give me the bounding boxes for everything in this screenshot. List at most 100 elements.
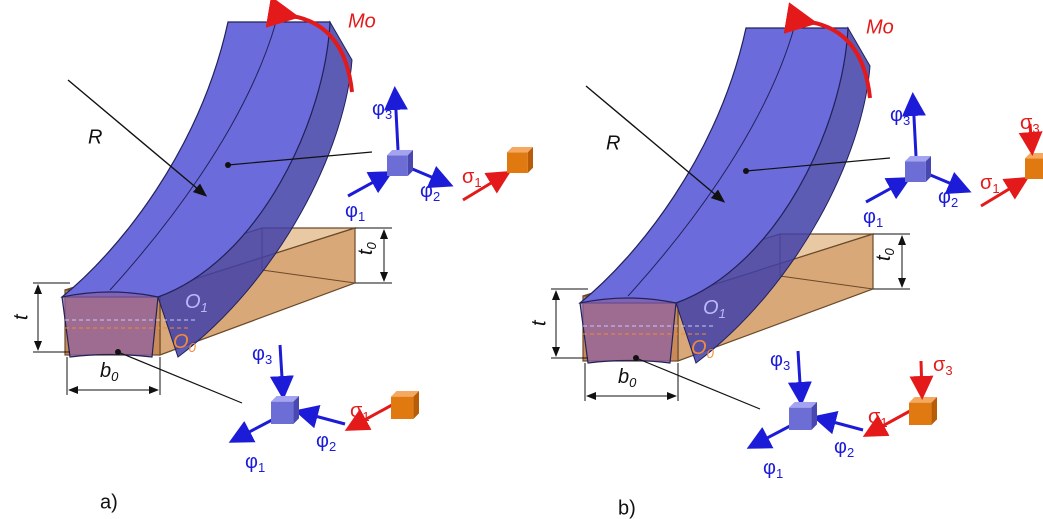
label-symbol: φ [252, 343, 265, 365]
label-subscript: 2 [951, 195, 958, 210]
label-symbol: φ [372, 98, 385, 120]
label: φ2 [316, 430, 336, 454]
label: φ3 [770, 349, 790, 373]
label: Mo [866, 16, 894, 38]
label-subscript: 1 [876, 215, 883, 230]
label-subscript: 0 [707, 346, 715, 361]
line [395, 92, 398, 150]
label: σ3 [1020, 112, 1040, 136]
line [866, 180, 906, 202]
label-subscript: 1 [992, 181, 999, 196]
label-subscript: 2 [329, 439, 336, 454]
line [818, 418, 863, 430]
label-symbol: O [173, 331, 189, 353]
label-symbol: σ [933, 354, 946, 376]
label-subscript: 3 [265, 352, 272, 367]
label: σ1 [462, 166, 482, 190]
label: φ2 [420, 180, 440, 204]
point [225, 162, 231, 168]
label: φ3 [890, 104, 910, 128]
label: b0 [100, 360, 119, 384]
label: R [606, 132, 620, 154]
line [913, 98, 916, 156]
line [300, 412, 345, 424]
label-subscript: 1 [719, 306, 726, 321]
label-symbol: φ [938, 186, 951, 208]
beam-section [580, 298, 676, 363]
label: σ3 [933, 354, 953, 378]
label-subscript: 1 [362, 409, 369, 424]
label-symbol: O [691, 337, 707, 359]
label-subscript: 3 [1032, 121, 1039, 136]
cube-top [1025, 153, 1043, 158]
label: φ3 [252, 343, 272, 367]
line [921, 361, 922, 394]
label-symbol: φ [345, 200, 358, 222]
label: φ3 [372, 98, 392, 122]
label-subscript: 0 [629, 375, 637, 390]
label: φ2 [938, 186, 958, 210]
line [118, 352, 242, 403]
label: φ1 [863, 206, 883, 230]
label-subscript: 1 [474, 175, 481, 190]
cube-front [387, 155, 408, 176]
label-symbol: O [185, 291, 201, 313]
label: Mo [348, 10, 376, 32]
line [348, 174, 388, 196]
label: σ1 [350, 400, 370, 424]
label-symbol: σ [462, 166, 475, 188]
label-subscript: 3 [783, 358, 790, 373]
cube-front [905, 161, 926, 182]
cube-front [909, 403, 931, 425]
label: φ1 [245, 451, 265, 475]
label-symbol: φ [834, 436, 847, 458]
label-subscript: 3 [903, 113, 910, 128]
label: b) [618, 497, 636, 519]
label: φ1 [345, 200, 365, 224]
label: R [88, 126, 102, 148]
label: t0 [873, 247, 897, 261]
cube-front [789, 408, 811, 430]
label-symbol: O [703, 297, 719, 319]
label-symbol: b [618, 366, 629, 388]
label: φ2 [834, 436, 854, 460]
label: t [528, 319, 550, 326]
label-subscript: 0 [364, 241, 379, 249]
line [636, 358, 760, 409]
label-symbol: σ [1020, 112, 1033, 134]
label-subscript: 1 [258, 460, 265, 475]
label: b0 [618, 366, 637, 390]
label-symbol: φ [245, 451, 258, 473]
label-symbol: φ [316, 430, 329, 452]
cube-front [271, 402, 293, 424]
label-subscript: 1 [776, 466, 783, 481]
cube-front [1025, 158, 1043, 179]
label-subscript: 1 [201, 300, 208, 315]
label-symbol: σ [350, 400, 363, 422]
label-subscript: 1 [358, 209, 365, 224]
label: φ1 [763, 457, 783, 481]
label-symbol: σ [980, 172, 993, 194]
label-symbol: φ [863, 206, 876, 228]
cube-front [391, 397, 413, 419]
label-symbol: φ [420, 180, 433, 202]
label-symbol: σ [868, 406, 881, 428]
figure: O1O0tt0b0RMoφ3φ1φ2σ1φ3φ1φ2σ1a)O1O0tt0b0R… [0, 0, 1043, 519]
label-subscript: 1 [880, 415, 887, 430]
label-subscript: 2 [433, 189, 440, 204]
label-subscript: 0 [882, 247, 897, 255]
beam-section [62, 292, 158, 357]
label-subscript: 3 [945, 363, 952, 378]
label: t [10, 313, 32, 320]
cube-front [507, 152, 528, 173]
label: σ1 [980, 172, 1000, 196]
label: σ1 [868, 406, 888, 430]
label-symbol: φ [770, 349, 783, 371]
label-symbol: φ [763, 457, 776, 479]
line [752, 426, 790, 446]
label-subscript: 3 [385, 107, 392, 122]
label-subscript: 2 [847, 445, 854, 460]
label-subscript: 0 [111, 369, 119, 384]
line [280, 345, 283, 394]
